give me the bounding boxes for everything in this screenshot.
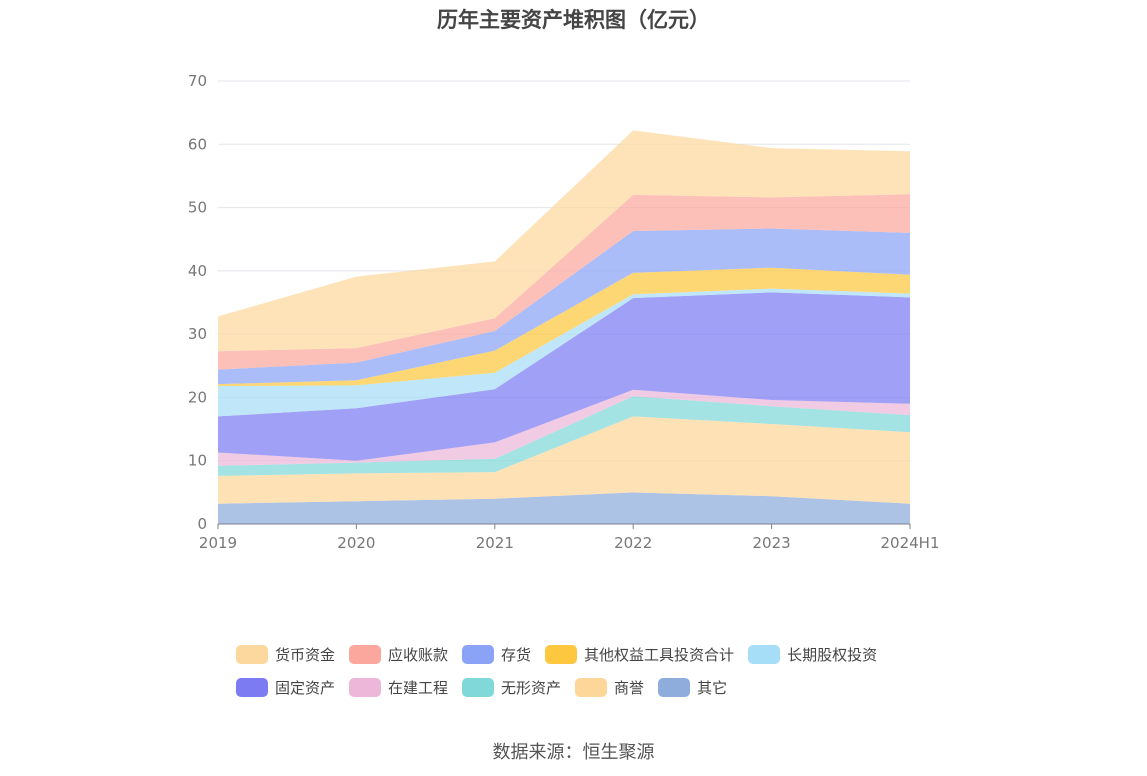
area-series-7 [218,228,910,385]
legend-swatch [545,645,578,664]
area-series-4 [218,292,910,461]
area-series-2 [218,396,910,476]
x-tick-label: 2019 [199,534,237,552]
area-series-0 [218,492,910,524]
area-series-3 [218,389,910,466]
area-series-8 [218,194,910,370]
legend-label: 应收账款 [388,646,449,664]
y-tick-label: 70 [188,72,207,90]
source-note: 数据来源：恒生聚源 [492,742,655,763]
legend-label: 存货 [501,646,532,664]
legend-label: 其他权益工具投资合计 [584,646,735,664]
y-tick-label: 60 [188,135,207,153]
legend-label: 在建工程 [388,679,449,697]
legend-item[interactable]: 其他权益工具投资合计 [545,644,734,665]
x-tick-label: 2020 [337,534,375,552]
y-tick-label: 10 [188,452,207,470]
legend-swatch [462,678,495,697]
area-series-5 [218,288,910,417]
legend-swatch [236,678,268,697]
chart-title: 历年主要资产堆积图（亿元） [437,8,710,32]
x-tick-label: 2021 [476,534,514,552]
legend-item[interactable]: 无形资产 [462,677,561,698]
y-tick-label: 0 [197,515,207,533]
area-series-1 [218,416,910,504]
legend-label: 其它 [697,679,728,697]
y-tick-label: 40 [188,262,207,280]
legend-item[interactable]: 商誉 [575,677,644,698]
legend-label: 长期股权投资 [787,646,878,664]
legend-swatch [658,678,691,697]
legend-label: 商誉 [614,679,645,697]
legend-swatch [349,678,382,697]
legend-label: 无形资产 [501,679,562,697]
legend-item[interactable]: 存货 [462,644,531,665]
area-layers [218,130,910,524]
legend-label: 货币资金 [275,646,336,664]
legend-label: 固定资产 [275,679,336,697]
legend: 货币资金 应收账款 存货 其他权益工具投资合计 长期股权投资固定资产 在建工程 无形资产 商誉… [236,638,936,704]
legend-item[interactable]: 货币资金 [236,644,335,665]
legend-row: 货币资金 应收账款 存货 其他权益工具投资合计 长期股权投资 [236,638,936,671]
legend-item[interactable]: 在建工程 [349,677,448,698]
stacked-area-chart: 0 10 20 30 40 50 60 70 2019 2020 2021 2022 2023 2024H… [188,72,940,552]
y-tick-label: 20 [188,388,207,406]
legend-swatch [575,678,608,697]
legend-swatch [748,645,781,664]
y-tick-label: 50 [188,199,207,217]
x-tick-label: 2022 [614,534,652,552]
y-tick-label: 30 [188,325,207,343]
legend-row: 固定资产 在建工程 无形资产 商誉 其它 [236,671,936,704]
axes: 0 10 20 30 40 50 60 70 2019 2020 2021 2022 2023 2024H… [188,72,940,552]
legend-item[interactable]: 应收账款 [349,644,448,665]
x-tick-label: 2024H1 [881,534,940,552]
legend-swatch [349,645,382,664]
legend-swatch [462,645,495,664]
legend-item[interactable]: 固定资产 [236,677,335,698]
legend-swatch [236,645,268,664]
x-tick-label: 2023 [753,534,791,552]
legend-item[interactable]: 长期股权投资 [748,644,877,665]
area-series-6 [218,267,910,386]
legend-item[interactable]: 其它 [658,677,727,698]
area-series-9 [218,130,910,352]
